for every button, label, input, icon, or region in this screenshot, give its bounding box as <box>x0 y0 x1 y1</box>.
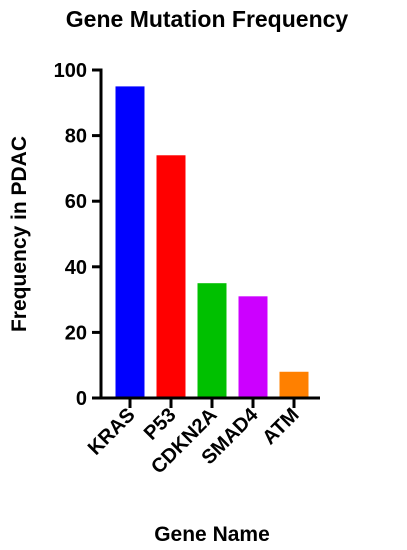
x-axis-label: Gene Name <box>154 523 270 546</box>
y-tick-label-4: 80 <box>65 126 87 148</box>
y-axis-ticks: 0 20 40 60 80 100 <box>54 60 101 410</box>
bar-cdkn2a <box>197 283 227 398</box>
chart-title: Gene Mutation Frequency <box>66 6 349 32</box>
y-tick-label-3: 60 <box>65 191 87 213</box>
y-tick-label-5: 100 <box>54 60 87 82</box>
bar-p53 <box>156 155 186 398</box>
bar-kras <box>115 86 145 399</box>
bar-smad4 <box>238 296 268 398</box>
bars-group <box>115 86 309 399</box>
y-tick-label-2: 40 <box>65 257 87 279</box>
bar-atm <box>279 371 309 398</box>
y-tick-label-0: 0 <box>76 388 87 410</box>
y-axis-label: Frequency in PDAC <box>8 136 31 332</box>
y-tick-label-1: 20 <box>65 322 87 344</box>
x-tick-label-kras: KRAS <box>84 404 140 460</box>
x-tick-label-atm: ATM <box>258 404 303 449</box>
